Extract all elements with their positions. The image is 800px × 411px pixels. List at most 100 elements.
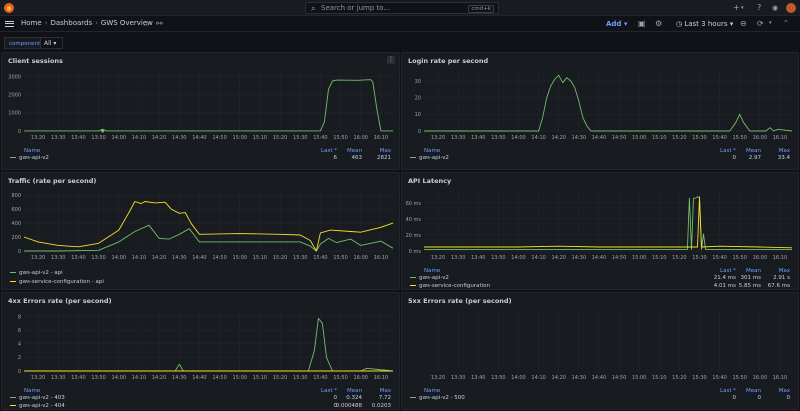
grafana-logo-icon[interactable]	[4, 3, 14, 13]
series-line-1[interactable]	[23, 201, 394, 252]
legend-header-name[interactable]: Name	[424, 268, 441, 274]
y-tick-label: 60 ms	[406, 201, 422, 207]
y-tick-label: 6	[18, 328, 21, 334]
x-tick-label: 14:10	[531, 135, 545, 141]
legend-item-name: gws-api-v2 - 403	[19, 395, 65, 401]
chart-api-latency[interactable]: 0 ms 20 ms 40 ms 60 ms 13:20 13:30 13:40 13:50 1…	[402, 173, 799, 290]
panel-title[interactable]: API Latency	[408, 177, 452, 185]
variable-select[interactable]: All ▾	[40, 37, 63, 49]
add-button[interactable]: Add ▾	[606, 20, 628, 28]
legend-header-mean[interactable]: Mean	[347, 388, 362, 394]
series-line-0[interactable]	[424, 196, 792, 250]
x-tick-label: 15:20	[273, 375, 287, 381]
share-icon[interactable]: ⚯	[156, 19, 163, 28]
panel-login-rate[interactable]: Login rate per second 0 10 20 30 13:20 13:30 13…	[401, 52, 799, 170]
panel-title[interactable]: Login rate per second	[408, 57, 489, 65]
legend-value-mean: 5.85 ms	[738, 283, 761, 289]
legend-item[interactable]: gws-api-v2 - 500	[410, 395, 465, 401]
y-tick-label: 10	[415, 112, 421, 118]
chart-login-rate[interactable]: 0 10 20 30 13:20 13:30 13:40 13:50 14:00 14:10 14:…	[402, 53, 799, 170]
legend-item-name: gws-service-configuration - api	[19, 279, 104, 285]
x-tick-label: 14:50	[612, 375, 626, 381]
legend-item[interactable]: gws-api-v2 - 404	[10, 403, 65, 409]
legend-item[interactable]: gws-api-v2 - api	[10, 270, 63, 276]
series-line-1[interactable]	[424, 196, 793, 249]
plus-icon[interactable]: +	[733, 3, 740, 12]
legend-header-last[interactable]: Last *	[720, 268, 736, 274]
legend-header-last[interactable]: Last *	[720, 148, 736, 154]
panel-title[interactable]: 4xx Errors rate (per second)	[8, 297, 112, 305]
y-tick-label: 8	[18, 314, 21, 320]
legend-item[interactable]: gws-service-configuration	[410, 283, 490, 289]
legend-item[interactable]: gws-api-v2	[410, 155, 449, 161]
legend-item[interactable]: gws-api-v2	[10, 155, 49, 161]
help-icon[interactable]: ?	[757, 3, 762, 12]
star-icon[interactable]: ☆	[142, 19, 150, 28]
legend-header-last[interactable]: Last *	[321, 388, 337, 394]
x-tick-label: 13:30	[451, 135, 465, 141]
legend-header-max[interactable]: Max	[778, 148, 790, 154]
x-tick-label: 15:50	[733, 255, 747, 261]
x-tick-label: 14:10	[531, 375, 545, 381]
user-avatar[interactable]	[786, 3, 796, 13]
breadcrumb-home[interactable]: Home	[21, 19, 42, 27]
x-tick-label: 13:30	[451, 255, 465, 261]
search-input[interactable]: ⌕ Search or jump to... cmd+k	[305, 2, 499, 14]
legend-header-mean[interactable]: Mean	[347, 148, 362, 154]
x-tick-label: 14:10	[531, 255, 545, 261]
chart-errors-4xx[interactable]: 0 2 4 6 8 13:20 13:30 13:40 13:50 14:00 14:10 14:20…	[2, 293, 400, 410]
news-icon[interactable]: ◉	[772, 4, 779, 12]
x-tick-label: 15:10	[652, 255, 666, 261]
series-line-0[interactable]	[24, 224, 394, 252]
annotation-marker[interactable]	[101, 129, 105, 133]
series-line-0[interactable]	[424, 74, 793, 132]
legend-item[interactable]: gws-service-configuration - api	[10, 279, 104, 285]
breadcrumb-dashboards[interactable]: Dashboards	[50, 19, 93, 27]
legend-header-max[interactable]: Max	[379, 388, 391, 394]
x-tick-label: 14:10	[132, 255, 146, 261]
legend-header-name[interactable]: Name	[24, 388, 41, 394]
legend-item[interactable]: gws-api-v2 - 403	[10, 395, 65, 401]
panel-title[interactable]: Client sessions	[8, 57, 63, 65]
legend-header-max[interactable]: Max	[379, 148, 391, 154]
legend-header-mean[interactable]: Mean	[746, 148, 761, 154]
legend-item[interactable]: gws-api-v2	[410, 275, 449, 281]
panel-title[interactable]: 5xx Errors rate (per second)	[408, 297, 512, 305]
menu-icon[interactable]	[5, 19, 14, 28]
settings-gear-icon[interactable]: ⚙	[655, 19, 663, 28]
legend-swatch	[410, 156, 416, 159]
legend-header-max[interactable]: Max	[778, 268, 790, 274]
chart-traffic[interactable]: 0 200 400 600 800 13:20 13:30 13:40 13:50 14:00 14…	[2, 173, 400, 290]
series-line-0[interactable]	[24, 79, 393, 132]
legend-header-mean[interactable]: Mean	[746, 388, 761, 394]
legend-header-last[interactable]: Last *	[720, 388, 736, 394]
panel-errors-5xx[interactable]: 5xx Errors rate (per second) 13:20 13:30 13…	[401, 292, 799, 410]
panel-errors-4xx[interactable]: 4xx Errors rate (per second) 0 2 4 6 8 13:20 13…	[1, 292, 400, 410]
legend-header-last[interactable]: Last *	[321, 148, 337, 154]
chart-client-sessions[interactable]: 0 1000 2000 3000 13:20 13:30 13:40 13:50 14:00 14…	[2, 53, 400, 170]
y-tick-label: 2	[18, 355, 21, 361]
panel-traffic[interactable]: Traffic (rate per second) 0 200 400 600 800 13…	[1, 172, 400, 290]
legend-value-max: 33.4	[777, 155, 790, 161]
chart-errors-5xx[interactable]: 13:20 13:30 13:40 13:50 14:00 14:10 14:20 14:30…	[402, 293, 799, 410]
legend-header-name[interactable]: Name	[424, 148, 441, 154]
refresh-interval-chevron-icon[interactable]: ▾	[769, 20, 772, 26]
x-tick-label: 15:00	[233, 135, 247, 141]
panel-client-sessions[interactable]: Client sessions ⋮ 0 1000 2000 3000 13:20 13:30 1…	[1, 52, 400, 170]
series-line-0[interactable]	[24, 317, 394, 372]
x-tick-label: 14:00	[112, 135, 126, 141]
time-range-picker[interactable]: ◷ Last 3 hours ▾	[676, 20, 734, 28]
legend-header-name[interactable]: Name	[24, 148, 41, 154]
panel-api-latency[interactable]: API Latency 0 ms 20 ms 40 ms 60 ms 13:20 13:30…	[401, 172, 799, 290]
search-icon: ⌕	[311, 4, 316, 13]
panel-menu-icon[interactable]: ⋮	[387, 55, 395, 64]
zoom-out-icon[interactable]: ⊖	[740, 19, 747, 28]
panel-title[interactable]: Traffic (rate per second)	[8, 177, 97, 185]
chevron-down-icon[interactable]: ▾	[741, 5, 744, 11]
legend-header-name[interactable]: Name	[424, 388, 441, 394]
save-icon[interactable]: ▣	[638, 19, 646, 28]
refresh-icon[interactable]: ⟳	[757, 19, 764, 28]
collapse-up-icon[interactable]: ⌃	[783, 19, 789, 27]
legend-header-max[interactable]: Max	[778, 388, 790, 394]
legend-header-mean[interactable]: Mean	[746, 268, 761, 274]
